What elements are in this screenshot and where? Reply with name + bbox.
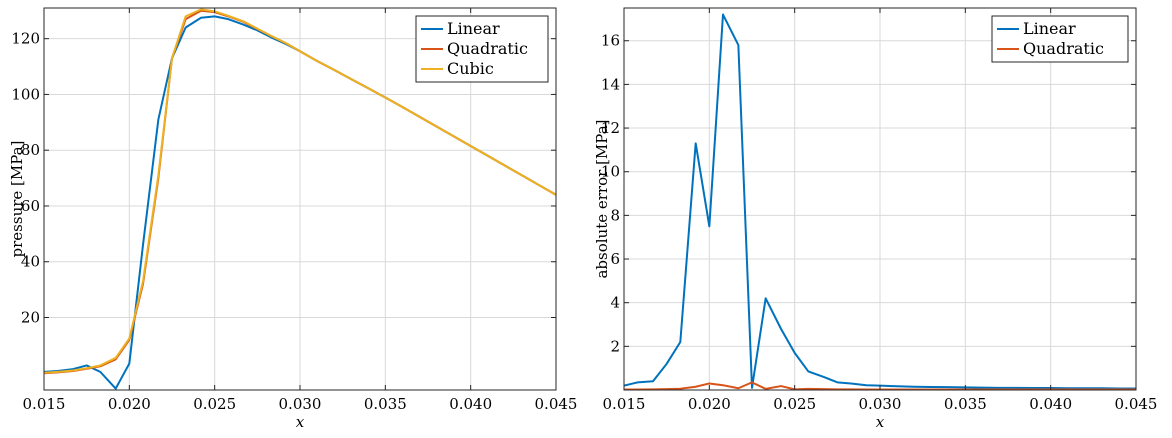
x-tick-label: 0.020 xyxy=(108,395,151,413)
y-tick-label: 80 xyxy=(21,141,40,159)
y-tick-label: 60 xyxy=(21,197,40,215)
y-tick-label: 2 xyxy=(610,337,620,355)
series-line-linear xyxy=(624,13,1136,390)
x-tick-label: 0.035 xyxy=(364,395,407,413)
y-axis-label: absolute error [MPa] xyxy=(593,119,611,278)
x-tick-label: 0.015 xyxy=(603,395,646,413)
legend-label-quadratic: Quadratic xyxy=(447,39,528,58)
legend-box xyxy=(991,15,1129,63)
y-axis-label: pressure [MPa] xyxy=(8,141,26,258)
x-tick-label: 0.035 xyxy=(944,395,987,413)
x-tick-label: 0.045 xyxy=(535,395,578,413)
y-tick-label: 8 xyxy=(610,206,620,224)
chart-panel-0: 0.015 0.020 0.025 0.030 0.035 0.040 0.045 20 40 6… xyxy=(8,7,578,431)
y-tick-label: 100 xyxy=(11,85,40,103)
y-tick-label: 20 xyxy=(21,309,40,327)
legend-label-linear: Linear xyxy=(1023,19,1076,38)
legend-label-linear: Linear xyxy=(447,19,500,38)
legend-label-cubic: Cubic xyxy=(447,59,494,78)
y-tick-label: 6 xyxy=(610,250,620,268)
x-tick-label: 0.030 xyxy=(859,395,902,413)
y-tick-label: 4 xyxy=(610,294,620,312)
x-tick-label: 0.040 xyxy=(1029,395,1072,413)
y-tick-label: 16 xyxy=(601,32,620,50)
x-tick-label: 0.025 xyxy=(773,395,816,413)
y-tick-label: 120 xyxy=(11,30,40,48)
y-tick-label: 40 xyxy=(21,253,40,271)
y-tick-label: 10 xyxy=(601,163,620,181)
chart-panel-1: 0.015 0.020 0.025 0.030 0.035 0.040 0.045 2 4 6 8 1… xyxy=(593,7,1158,431)
legend-label-quadratic: Quadratic xyxy=(1023,39,1104,58)
x-tick-label: 0.040 xyxy=(449,395,492,413)
series-line-cubic xyxy=(44,8,556,374)
x-tick-label: 0.020 xyxy=(688,395,731,413)
y-tick-label: 12 xyxy=(601,119,620,137)
x-tick-label: 0.045 xyxy=(1115,395,1158,413)
x-tick-label: 0.025 xyxy=(193,395,236,413)
y-tick-label: 14 xyxy=(601,75,620,93)
x-axis-label: x xyxy=(876,413,885,431)
x-tick-label: 0.030 xyxy=(279,395,322,413)
x-tick-label: 0.015 xyxy=(23,395,66,413)
x-axis-label: x xyxy=(296,413,305,431)
